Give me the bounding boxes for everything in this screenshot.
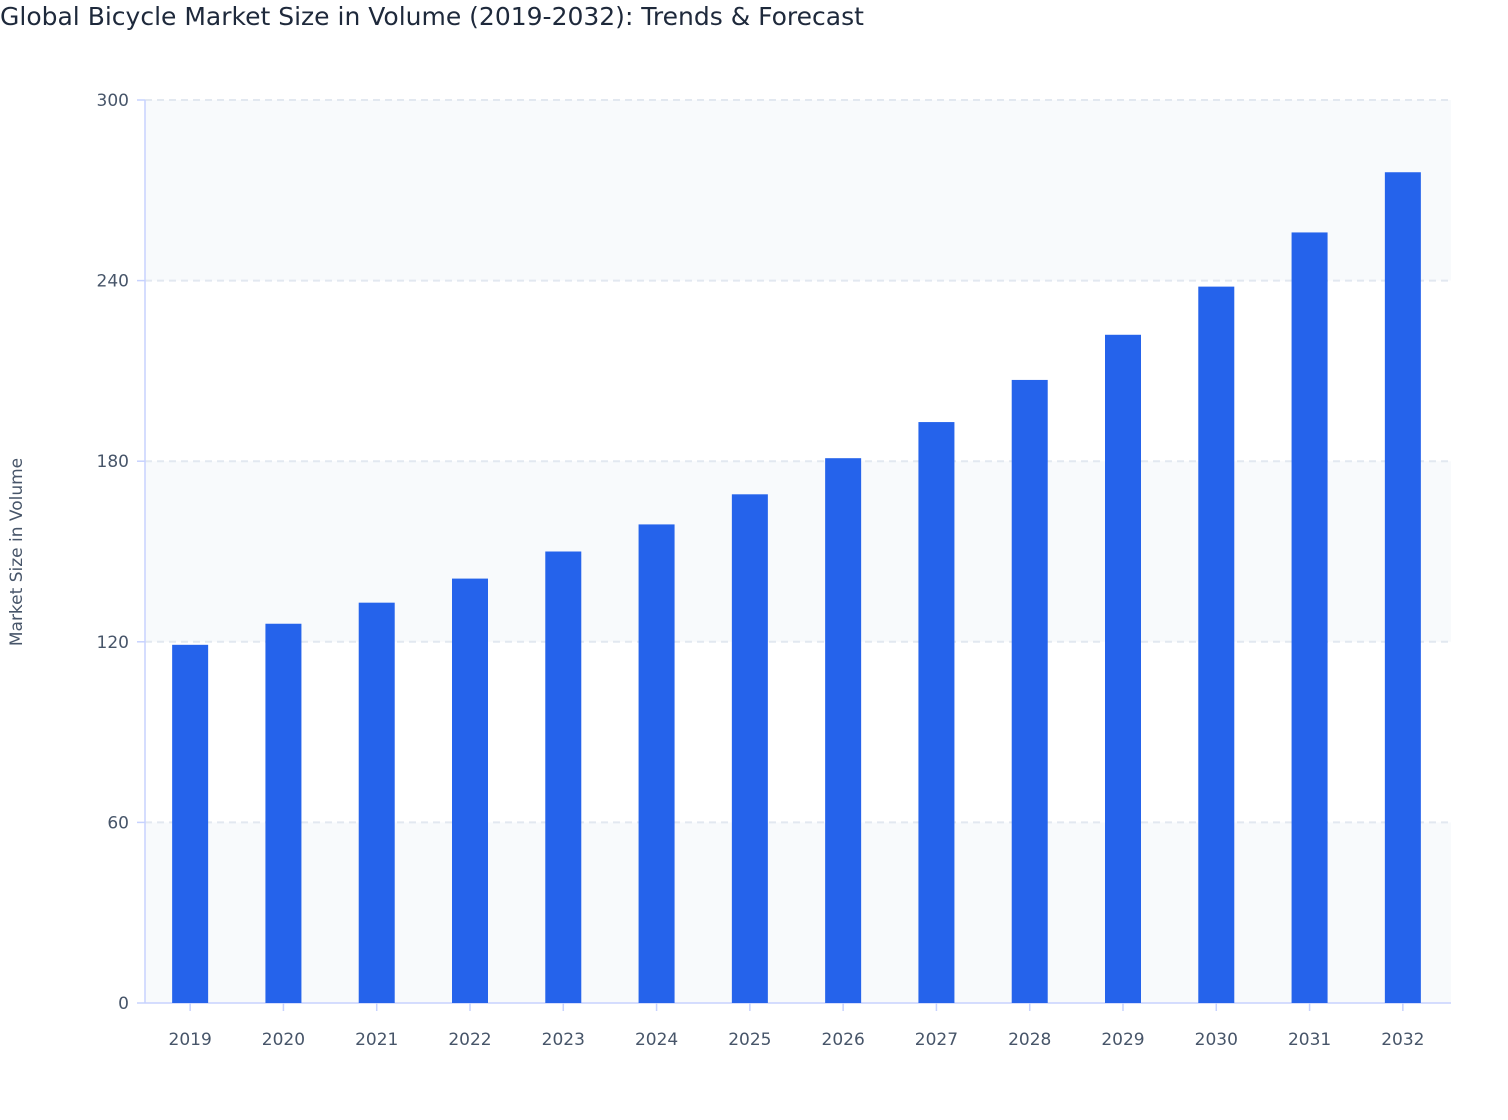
x-tick-label: 2031: [1288, 1030, 1331, 1050]
x-tick-label: 2029: [1101, 1030, 1144, 1050]
plot-band: [145, 100, 1451, 281]
bar-2024: [638, 524, 675, 1003]
bar-2022: [452, 578, 488, 1003]
bar-2027: [918, 422, 955, 1003]
x-tick-label: 2025: [728, 1030, 771, 1050]
bar-2029: [1105, 334, 1141, 1003]
x-tick-label: 2027: [915, 1030, 958, 1050]
x-tick-label: 2030: [1195, 1030, 1238, 1050]
bar-2026: [825, 458, 862, 1003]
plot-band: [145, 822, 1451, 1003]
bar-2028: [1011, 379, 1048, 1003]
y-tick-label: 60: [107, 813, 129, 833]
x-tick-label: 2032: [1381, 1030, 1424, 1050]
bar-2031: [1291, 232, 1328, 1003]
bar-2032: [1384, 172, 1421, 1004]
x-tick-label: 2021: [355, 1030, 398, 1050]
x-tick-label: 2026: [822, 1030, 865, 1050]
y-axis-label: Market Size in Volume: [7, 458, 27, 646]
bar-2021: [358, 602, 395, 1003]
x-tick-label: 2023: [542, 1030, 585, 1050]
bar-2030: [1198, 286, 1235, 1003]
chart-title: Global Bicycle Market Size in Volume (20…: [0, 2, 864, 31]
bar-2025: [731, 494, 768, 1003]
bar-2020: [265, 623, 302, 1003]
y-tick-label: 120: [97, 633, 129, 653]
x-tick-label: 2024: [635, 1030, 678, 1050]
bar-2019: [172, 644, 209, 1003]
x-tick-label: 2019: [169, 1030, 212, 1050]
y-tick-label: 300: [97, 91, 129, 111]
plot-band: [145, 461, 1451, 642]
bar-2023: [545, 551, 582, 1003]
y-tick-label: 240: [97, 272, 129, 292]
x-tick-label: 2028: [1008, 1030, 1051, 1050]
x-tick-label: 2022: [448, 1030, 491, 1050]
y-tick-label: 0: [118, 994, 129, 1014]
x-tick-label: 2020: [262, 1030, 305, 1050]
y-tick-label: 180: [97, 452, 129, 472]
